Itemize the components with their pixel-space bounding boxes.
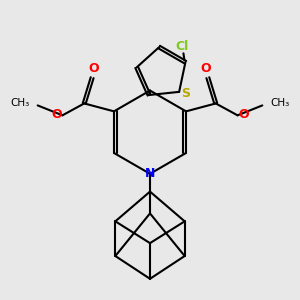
Text: O: O bbox=[200, 62, 211, 75]
Text: Cl: Cl bbox=[176, 40, 189, 53]
Text: CH₃: CH₃ bbox=[270, 98, 290, 108]
Text: S: S bbox=[182, 87, 190, 100]
Text: CH₃: CH₃ bbox=[11, 98, 30, 108]
Text: O: O bbox=[89, 62, 100, 75]
Text: O: O bbox=[51, 108, 62, 121]
Text: N: N bbox=[145, 167, 155, 180]
Text: O: O bbox=[238, 108, 249, 121]
